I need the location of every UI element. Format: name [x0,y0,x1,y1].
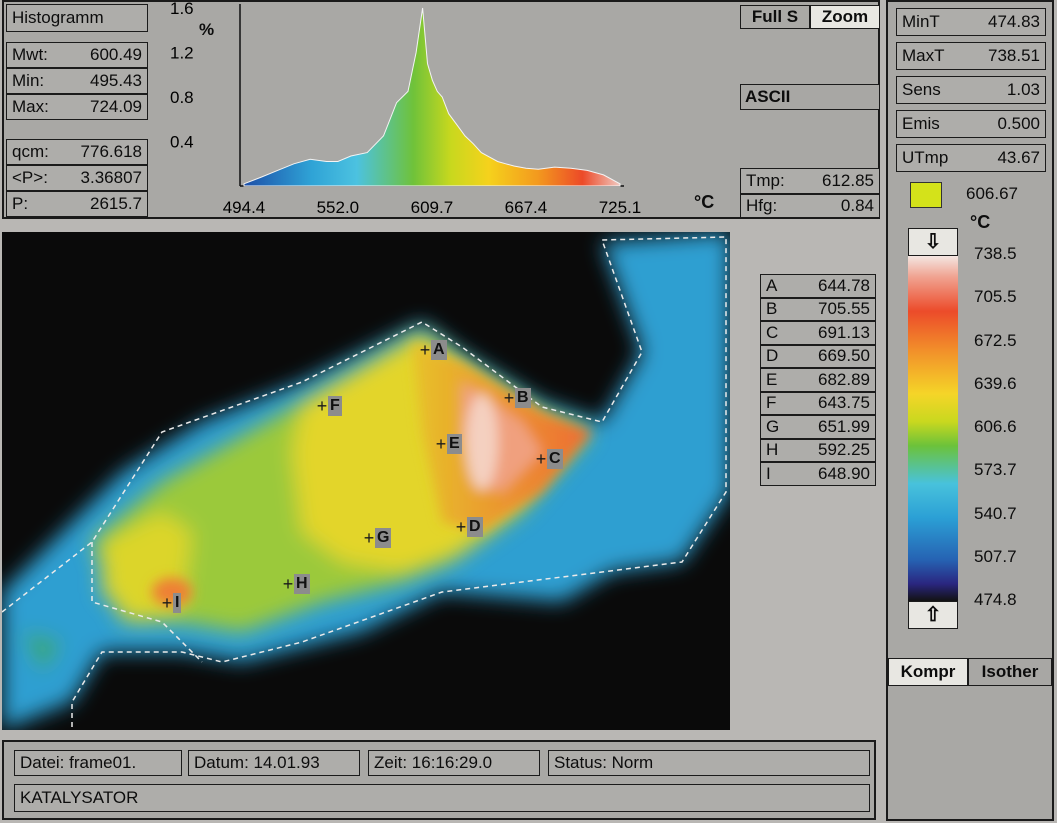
zoom-button[interactable]: Zoom [810,5,880,29]
crosshair-icon: + [363,528,375,548]
scale-unit: °C [970,212,991,232]
crosshair-icon: + [316,396,328,416]
y-tick-label: 1.6 [170,2,194,18]
marker-f[interactable]: + F [316,396,342,416]
tmp-readout: Tmp: 612.85 [740,168,880,194]
marker-a[interactable]: + A [419,340,447,360]
scale-up-button[interactable]: ⇩ [908,228,958,256]
marker-c[interactable]: + C [535,449,563,469]
stat-p-mean: <P>: 3.36807 [6,165,148,191]
max-temp-readout: MaxT 738.51 [896,42,1046,70]
stat-min: Min: 495.43 [6,68,148,94]
full-screen-button[interactable]: Full S [740,5,810,29]
marker-row: A 644.78 [760,274,876,298]
histogram-area [243,7,621,187]
arrow-up-icon: ⇧ [924,604,942,626]
time-field: Zeit: 16:16:29.0 [368,750,540,776]
cursor-value: 606.67 [966,184,1018,203]
scale-tick: 474.8 [974,590,1017,610]
marker-i[interactable]: + I [161,593,182,613]
object-name-field: KATALYSATOR [14,784,870,812]
crosshair-icon: + [503,388,515,408]
region-outline-inner [91,542,203,663]
ambient-temp-readout: UTmp 43.67 [896,144,1046,172]
stat-p: P: 2615.7 [6,191,148,217]
marker-values-table: A 644.78 B 705.55 C 691.13 D 669.50 E 682.89 … [760,274,876,486]
scale-tick: 507.7 [974,547,1017,567]
marker-row: B 705.55 [760,297,876,321]
hot-region [152,342,592,606]
color-scale-bar [908,256,958,601]
crosshair-icon: + [419,340,431,360]
emissivity-readout: Emis 0.500 [896,110,1046,138]
x-axis-unit: °C [694,192,715,212]
marker-g[interactable]: + G [363,528,392,548]
marker-row: F 643.75 [760,391,876,415]
histogram-panel: Histogramm Mwt: 600.49 Min: 495.43 Max: 724… [2,0,880,219]
marker-d[interactable]: + D [455,517,483,537]
scale-tick: 738.5 [974,244,1017,263]
status-panel: Datei: frame01. Datum: 14.01.93 Zeit: 16… [2,740,876,820]
hfg-readout: Hfg: 0.84 [740,194,880,218]
x-tick-label: 667.4 [505,198,548,217]
scale-tick: 573.7 [974,460,1017,480]
stat-max: Max: 724.09 [6,94,148,120]
sensitivity-readout: Sens 1.03 [896,76,1046,104]
scale-tick: 639.6 [974,373,1017,393]
crosshair-icon: + [282,574,294,594]
marker-row: G 651.99 [760,415,876,439]
crosshair-icon: + [435,434,447,454]
right-sidebar: MinT 474.83 MaxT 738.51 Sens 1.03 Emis 0.500… [886,0,1054,821]
y-tick-label: 0.4 [170,133,194,152]
marker-e[interactable]: + E [435,434,462,454]
x-tick-label: 725.1 [599,198,642,217]
date-field: Datum: 14.01.93 [188,750,360,776]
isother-button[interactable]: Isother [968,658,1052,686]
marker-row: I 648.90 [760,462,876,486]
marker-b[interactable]: + B [503,388,531,408]
marker-row: D 669.50 [760,344,876,368]
marker-row: H 592.25 [760,438,876,462]
thermal-image[interactable] [2,232,730,730]
scale-tick: 672.5 [974,330,1017,350]
stat-qcm: qcm: 776.618 [6,139,148,165]
x-tick-label: 609.7 [411,198,454,217]
scale-tick: 606.6 [974,417,1017,437]
histogram-chart: 1.6 1.2 0.8 0.4 494.4 552.0 609.7 667.4 725.1 [170,2,642,217]
status-field: Status: Norm [548,750,870,776]
y-tick-label: 1.2 [170,44,194,63]
scale-tick: 540.7 [974,503,1017,523]
min-temp-readout: MinT 474.83 [896,8,1046,36]
histogram-title: Histogramm [6,4,148,32]
arrow-down-icon: ⇩ [924,231,942,253]
marker-row: E 682.89 [760,368,876,392]
ascii-button[interactable]: ASCII [740,84,880,110]
y-tick-label: 0.8 [170,88,194,107]
crosshair-icon: + [455,517,467,537]
file-name-field: Datei: frame01. [14,750,182,776]
marker-h[interactable]: + H [282,574,310,594]
marker-row: C 691.13 [760,321,876,345]
y-axis-label: % [199,20,215,39]
cursor-color-swatch [910,182,942,208]
scale-down-button[interactable]: ⇧ [908,601,958,629]
x-tick-label: 552.0 [317,198,360,217]
scale-tick: 705.5 [974,287,1017,307]
kompr-button[interactable]: Kompr [888,658,968,686]
crosshair-icon: + [161,593,173,613]
x-tick-label: 494.4 [223,198,266,217]
scale-labels: 738.5 705.5 672.5 639.6 606.6 573.7 540.… [974,244,1017,634]
stat-mwt: Mwt: 600.49 [6,42,148,68]
crosshair-icon: + [535,449,547,469]
